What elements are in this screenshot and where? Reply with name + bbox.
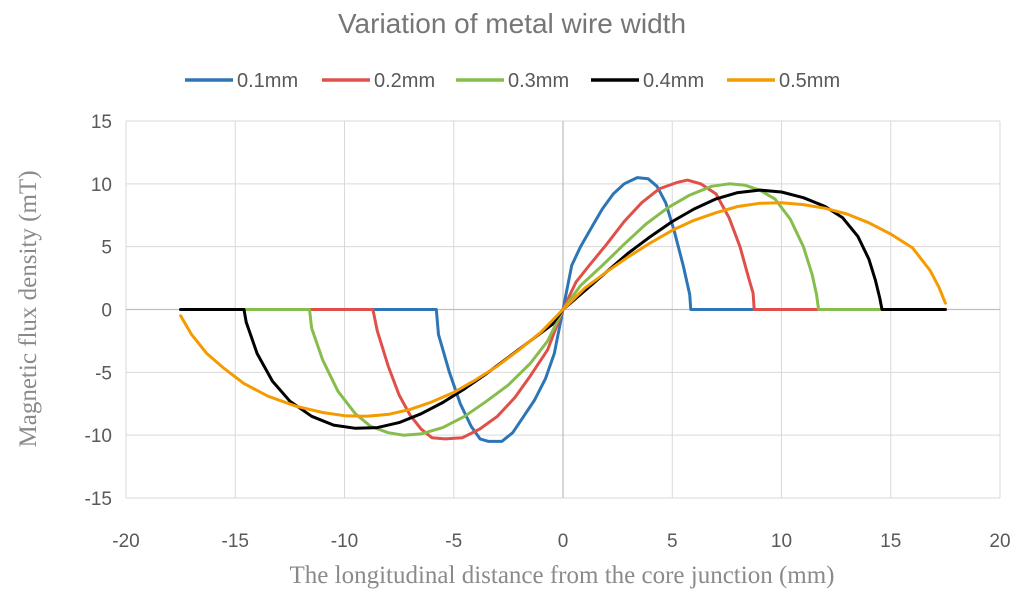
x-tick-label: 20 <box>989 531 1010 552</box>
legend-label: 0.5mm <box>779 70 840 92</box>
x-tick-label: -5 <box>445 531 462 552</box>
legend-label: 0.2mm <box>374 70 435 92</box>
legend-item: 0.1mm <box>185 70 298 92</box>
legend-item: 0.5mm <box>727 70 840 92</box>
x-tick-label: 0 <box>558 531 569 552</box>
chart-title: Variation of metal wire width <box>338 8 686 39</box>
y-tick-label: 15 <box>91 112 112 133</box>
legend-item: 0.2mm <box>322 70 435 92</box>
legend-item: 0.3mm <box>456 70 569 92</box>
x-tick-label: -15 <box>222 531 249 552</box>
y-tick-label: 5 <box>101 238 112 259</box>
series-line-0.3mm <box>179 182 882 437</box>
y-tick-label: -15 <box>85 489 112 510</box>
y-tick-label: 0 <box>101 301 112 322</box>
y-tick-label: 10 <box>91 175 112 196</box>
x-tick-label: 15 <box>880 531 901 552</box>
y-axis-title: Magnetic flux density (mT) <box>15 170 42 447</box>
x-tick-label: -20 <box>112 531 139 552</box>
x-tick-label: 5 <box>667 531 678 552</box>
x-tick-label: -10 <box>331 531 358 552</box>
legend-item: 0.4mm <box>591 70 704 92</box>
x-axis-title: The longitudinal distance from the core … <box>290 562 835 589</box>
y-tick-label: -10 <box>85 426 112 447</box>
legend-label: 0.3mm <box>508 70 569 92</box>
x-tick-label: 10 <box>771 531 792 552</box>
series-line-0.5mm <box>179 201 947 418</box>
series-layer <box>179 176 947 443</box>
legend-label: 0.4mm <box>643 70 704 92</box>
legend: 0.1mm 0.2mm 0.3mm 0.4mm 0.5mm <box>185 70 840 92</box>
legend-label: 0.1mm <box>237 70 298 92</box>
y-tick-label: -5 <box>95 363 112 384</box>
